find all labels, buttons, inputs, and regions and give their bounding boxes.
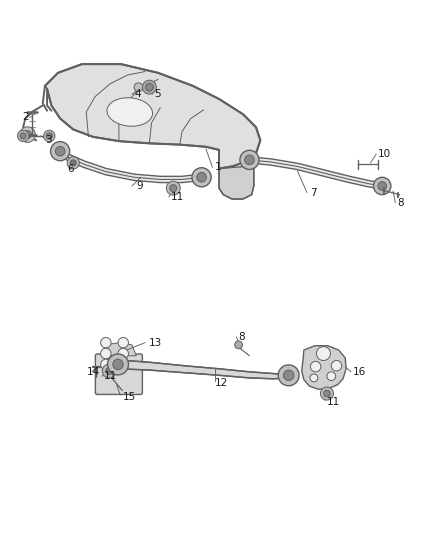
Circle shape	[192, 168, 211, 187]
Circle shape	[378, 182, 387, 190]
Circle shape	[70, 160, 76, 166]
Circle shape	[134, 83, 143, 92]
Circle shape	[101, 349, 111, 359]
Circle shape	[142, 80, 156, 94]
Text: 11: 11	[327, 397, 340, 407]
Circle shape	[55, 147, 65, 156]
Text: 16: 16	[353, 367, 366, 377]
Circle shape	[324, 390, 330, 397]
Circle shape	[374, 177, 391, 195]
Circle shape	[245, 155, 254, 165]
Text: 8: 8	[239, 332, 245, 342]
Circle shape	[170, 184, 177, 192]
Text: 4: 4	[134, 89, 141, 99]
Circle shape	[311, 361, 321, 372]
Circle shape	[278, 365, 299, 386]
Text: 12: 12	[215, 378, 228, 387]
Circle shape	[101, 359, 111, 370]
Circle shape	[118, 337, 128, 348]
Circle shape	[20, 133, 26, 139]
Text: 6: 6	[67, 165, 74, 174]
Circle shape	[24, 131, 32, 139]
Polygon shape	[102, 343, 136, 356]
Polygon shape	[45, 64, 260, 168]
Circle shape	[113, 359, 123, 370]
Circle shape	[240, 150, 259, 169]
Ellipse shape	[107, 98, 152, 126]
Text: 2: 2	[22, 112, 28, 122]
Polygon shape	[302, 346, 346, 389]
Circle shape	[118, 359, 128, 370]
FancyBboxPatch shape	[95, 354, 142, 394]
Circle shape	[44, 130, 55, 142]
Circle shape	[331, 360, 342, 371]
Circle shape	[108, 354, 128, 375]
Text: 14: 14	[87, 367, 100, 377]
Circle shape	[118, 349, 128, 359]
Circle shape	[46, 133, 53, 139]
Text: 8: 8	[397, 198, 404, 207]
Text: 5: 5	[155, 89, 161, 99]
Text: 15: 15	[122, 392, 136, 402]
Circle shape	[235, 341, 243, 349]
Polygon shape	[119, 360, 289, 379]
Circle shape	[106, 367, 113, 375]
Circle shape	[50, 142, 70, 161]
Circle shape	[321, 387, 333, 400]
Text: 3: 3	[45, 135, 52, 146]
Text: 1: 1	[215, 162, 221, 172]
Circle shape	[166, 181, 180, 195]
Text: 7: 7	[311, 188, 317, 198]
Circle shape	[197, 173, 206, 182]
Text: 11: 11	[171, 192, 184, 202]
Text: 13: 13	[148, 338, 162, 348]
Text: 11: 11	[104, 371, 117, 381]
Circle shape	[20, 127, 35, 142]
Circle shape	[317, 346, 330, 360]
Circle shape	[67, 157, 79, 169]
Circle shape	[101, 337, 111, 348]
Text: 9: 9	[136, 181, 143, 191]
Text: 10: 10	[378, 149, 391, 159]
Circle shape	[310, 374, 318, 382]
Circle shape	[327, 372, 336, 381]
Circle shape	[145, 83, 153, 91]
Polygon shape	[219, 166, 254, 199]
Circle shape	[18, 130, 29, 142]
Circle shape	[283, 370, 294, 381]
Circle shape	[102, 364, 116, 378]
